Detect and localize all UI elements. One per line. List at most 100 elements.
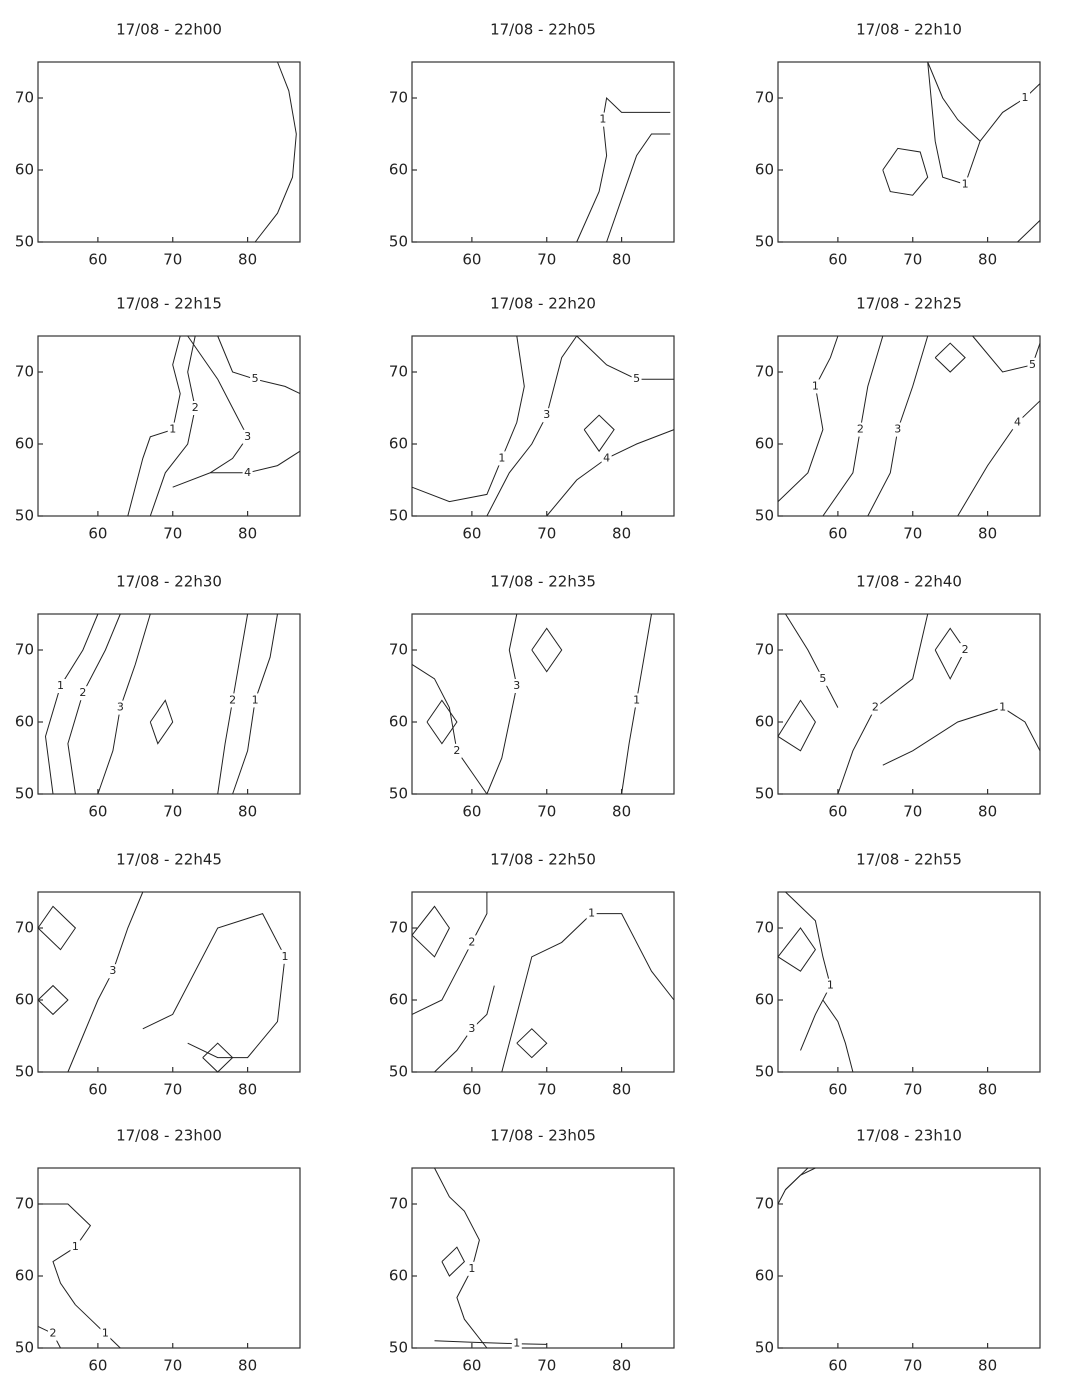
- x-tick-label: 70: [537, 525, 556, 543]
- contour-line: [576, 335, 674, 380]
- contour-label: 1: [513, 1337, 520, 1350]
- x-tick-label: 70: [163, 251, 182, 269]
- x-tick-label: 80: [238, 251, 257, 269]
- contour-line: [822, 999, 854, 1073]
- contour-label: 1: [812, 379, 819, 392]
- y-tick-label: 60: [389, 435, 408, 453]
- x-tick-label: 60: [88, 251, 107, 269]
- x-tick-label: 60: [828, 1357, 847, 1375]
- y-tick-label: 50: [755, 1063, 774, 1081]
- contour-label-bg: [601, 451, 612, 466]
- contour-label: 3: [894, 423, 901, 436]
- plot-frame: [411, 1167, 675, 1349]
- contour-label: 1: [633, 693, 640, 706]
- contour-line: [972, 335, 1041, 373]
- contour-line: [785, 1167, 816, 1190]
- x-tick-label: 70: [537, 1357, 556, 1375]
- contour-label-bg: [190, 401, 201, 415]
- contour-label: 1: [468, 1262, 475, 1275]
- contour-label: 2: [192, 401, 199, 414]
- panel-title: 17/08 - 22h15: [116, 295, 222, 313]
- y-tick-label: 70: [15, 641, 34, 659]
- y-tick-label: 70: [755, 641, 774, 659]
- panel-title: 17/08 - 22h30: [116, 573, 222, 591]
- contour-label-bg: [1027, 357, 1038, 372]
- contour-label-bg: [825, 978, 836, 993]
- y-tick-label: 70: [389, 363, 408, 381]
- contour-label-bg: [960, 643, 971, 657]
- contour-label-bg: [242, 465, 253, 480]
- y-tick-label: 70: [15, 363, 34, 381]
- plot-frame: [411, 613, 675, 795]
- contour-label: 2: [857, 423, 864, 436]
- y-tick-label: 50: [15, 233, 34, 251]
- contour-line: [254, 61, 297, 243]
- y-tick-label: 60: [15, 991, 34, 1009]
- contour-line: [67, 613, 121, 795]
- y-tick-label: 50: [389, 1339, 408, 1357]
- y-tick-label: 50: [389, 1063, 408, 1081]
- contour-line: [576, 96, 671, 243]
- x-tick-label: 80: [978, 1081, 997, 1099]
- contour-line: [411, 892, 488, 1015]
- x-tick-label: 80: [978, 251, 997, 269]
- plot-frame: [411, 891, 675, 1073]
- x-tick-label: 80: [612, 525, 631, 543]
- y-tick-label: 50: [15, 1063, 34, 1081]
- y-tick-label: 50: [389, 507, 408, 525]
- contour-line: [37, 984, 69, 1016]
- y-tick-label: 70: [15, 1195, 34, 1213]
- contour-label-bg: [47, 1326, 58, 1341]
- contour-line: [434, 1340, 547, 1345]
- contour-label: 5: [1029, 358, 1036, 371]
- x-tick-label: 60: [88, 525, 107, 543]
- panel-title: 17/08 - 22h45: [116, 851, 222, 869]
- contour-line: [882, 147, 929, 196]
- contour-label: 1: [57, 679, 64, 692]
- x-tick-label: 80: [978, 1357, 997, 1375]
- contour-label-bg: [466, 1261, 477, 1276]
- y-tick-label: 50: [389, 785, 408, 803]
- contour-label-bg: [227, 693, 238, 708]
- panel-title: 17/08 - 22h00: [116, 21, 222, 39]
- x-tick-label: 80: [612, 1081, 631, 1099]
- contour-line: [516, 1028, 548, 1059]
- x-tick-label: 70: [163, 1081, 182, 1099]
- x-tick-label: 80: [612, 803, 631, 821]
- contour-label: 1: [599, 113, 606, 126]
- x-tick-label: 60: [88, 1357, 107, 1375]
- panel-title: 17/08 - 22h25: [856, 295, 962, 313]
- contour-line: [37, 905, 77, 951]
- panel-title: 17/08 - 22h10: [856, 21, 962, 39]
- plot-frame: [37, 891, 301, 1073]
- contour-line: [434, 985, 495, 1073]
- y-tick-label: 70: [389, 1195, 408, 1213]
- x-tick-label: 80: [612, 1357, 631, 1375]
- plot-frame: [37, 613, 301, 795]
- contour-label-bg: [1012, 415, 1023, 430]
- contour-label-bg: [1020, 91, 1031, 105]
- y-tick-label: 50: [755, 1339, 774, 1357]
- x-tick-label: 70: [163, 1357, 182, 1375]
- contour-label: 1: [1022, 91, 1029, 104]
- y-tick-label: 60: [755, 161, 774, 179]
- x-tick-label: 60: [88, 803, 107, 821]
- contour-label-bg: [107, 964, 118, 979]
- contour-label-bg: [167, 422, 178, 437]
- contour-label: 5: [633, 372, 640, 385]
- contour-label-bg: [870, 700, 881, 715]
- x-tick-label: 70: [903, 1357, 922, 1375]
- contour-label: 3: [117, 701, 124, 714]
- x-tick-label: 60: [462, 803, 481, 821]
- contour-label: 4: [603, 451, 610, 464]
- contour-line: [38, 1203, 92, 1306]
- y-tick-label: 70: [389, 641, 408, 659]
- x-tick-label: 60: [462, 1357, 481, 1375]
- contour-label: 1: [72, 1240, 79, 1253]
- x-tick-label: 60: [462, 251, 481, 269]
- contour-line: [1017, 220, 1041, 243]
- panel-title: 17/08 - 22h50: [490, 851, 596, 869]
- x-tick-label: 80: [238, 525, 257, 543]
- contour-line: [934, 342, 966, 373]
- contour-line: [777, 335, 839, 502]
